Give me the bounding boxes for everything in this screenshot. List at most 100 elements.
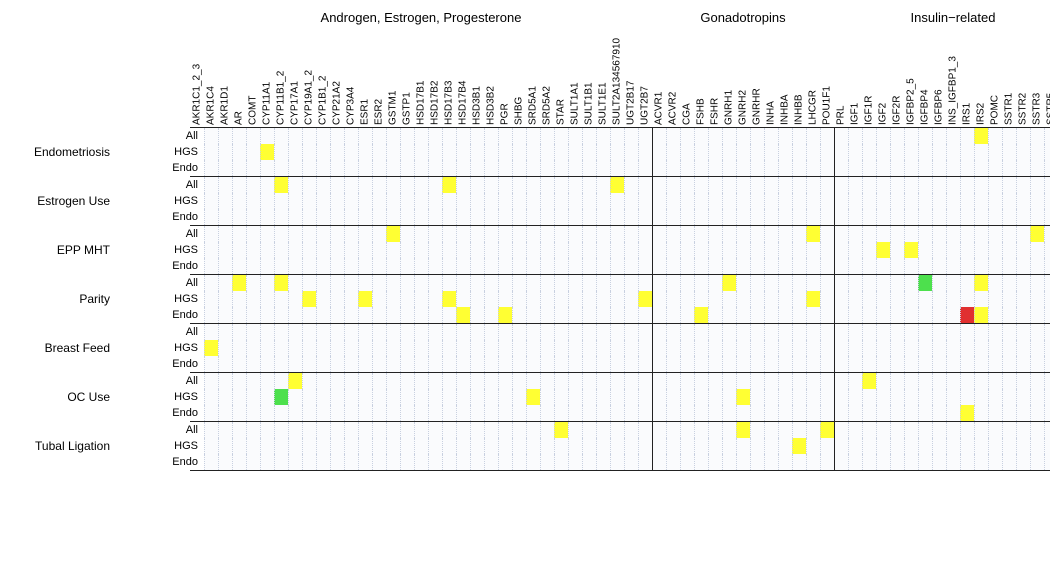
heatmap-cell: [288, 422, 302, 438]
heatmap-cell: [274, 356, 288, 372]
heatmap-cell: [1044, 422, 1050, 438]
heatmap-cell: [498, 258, 512, 274]
heatmap-row: Endo: [10, 454, 1050, 470]
heatmap-cell: [1016, 275, 1030, 291]
heatmap-cell: [470, 160, 484, 176]
heatmap-cell: [960, 324, 974, 340]
heatmap-cell: [554, 258, 568, 274]
heatmap-cell: [386, 356, 400, 372]
heatmap-cell: [344, 356, 358, 372]
heatmap-cell: [442, 193, 456, 209]
heatmap-cell: [680, 405, 694, 421]
heatmap-cell: [316, 144, 330, 160]
heatmap-cell: [806, 405, 820, 421]
heatmap-cell: [540, 226, 554, 242]
heatmap-row: All: [10, 324, 1050, 340]
heatmap-cell: [638, 128, 652, 144]
heatmap-cell: [876, 128, 890, 144]
heatmap-cell: [680, 193, 694, 209]
heatmap-cell: [512, 324, 526, 340]
heatmap-cell: [708, 373, 722, 389]
heatmap-cell: [890, 275, 904, 291]
heatmap-cell: [792, 177, 806, 193]
row-sub-label: Endo: [118, 356, 204, 372]
heatmap-cell: [750, 454, 764, 470]
column-group-label: Gonadotropins: [652, 10, 834, 27]
heatmap-cell: [848, 144, 862, 160]
heatmap-cell: [610, 209, 624, 225]
heatmap-cell: [428, 242, 442, 258]
heatmap-cell: [288, 389, 302, 405]
heatmap-cell: [932, 438, 946, 454]
heatmap-cell: [568, 258, 582, 274]
heatmap-row: Estrogen UseHGS: [10, 193, 1050, 209]
heatmap-cell: [568, 160, 582, 176]
heatmap-cell: [652, 242, 666, 258]
heatmap-cell: [652, 144, 666, 160]
heatmap-cell: [652, 226, 666, 242]
heatmap-cell: [1030, 373, 1044, 389]
heatmap-cell: [526, 128, 540, 144]
heatmap-cell: [988, 177, 1002, 193]
heatmap-cell: [456, 128, 470, 144]
heatmap-cell: [918, 373, 932, 389]
heatmap-cell: [330, 422, 344, 438]
heatmap-cell: [904, 389, 918, 405]
heatmap-cell: [750, 422, 764, 438]
heatmap-cell: [358, 275, 372, 291]
heatmap-cell: [694, 389, 708, 405]
heatmap-cell: [386, 209, 400, 225]
heatmap-cell: [1002, 405, 1016, 421]
heatmap-cell: [946, 438, 960, 454]
heatmap-cell: [400, 307, 414, 323]
heatmap-cell: [372, 340, 386, 356]
heatmap-cell: [386, 373, 400, 389]
heatmap-cell: [372, 193, 386, 209]
heatmap-cell: [526, 144, 540, 160]
heatmap-cell: [708, 324, 722, 340]
heatmap-cell: [386, 324, 400, 340]
heatmap-cell: [876, 291, 890, 307]
heatmap-cell: [736, 242, 750, 258]
heatmap-cell: [624, 340, 638, 356]
heatmap-cell: [820, 209, 834, 225]
heatmap-cell: [638, 209, 652, 225]
heatmap-cell: [554, 340, 568, 356]
heatmap-cell: [414, 258, 428, 274]
heatmap-cell: [862, 160, 876, 176]
heatmap-cell: [666, 242, 680, 258]
heatmap-cell: [442, 389, 456, 405]
heatmap-cell: [974, 373, 988, 389]
heatmap-cell: [596, 193, 610, 209]
heatmap-cell: [274, 177, 288, 193]
heatmap-cell: [372, 226, 386, 242]
heatmap-cell: [1030, 144, 1044, 160]
heatmap-cell: [372, 454, 386, 470]
heatmap-cell: [400, 340, 414, 356]
heatmap-cell: [358, 144, 372, 160]
heatmap-cell: [848, 324, 862, 340]
heatmap-cell: [1030, 422, 1044, 438]
heatmap-cell: [652, 340, 666, 356]
heatmap-cell: [204, 242, 218, 258]
heatmap-cell: [596, 324, 610, 340]
heatmap-cell: [526, 389, 540, 405]
heatmap-cell: [932, 193, 946, 209]
heatmap-cell: [596, 422, 610, 438]
heatmap-cell: [288, 258, 302, 274]
heatmap-cell: [610, 373, 624, 389]
heatmap-cell: [792, 144, 806, 160]
heatmap-cell: [848, 226, 862, 242]
heatmap-cell: [876, 144, 890, 160]
heatmap-cell: [1002, 356, 1016, 372]
heatmap-cell: [582, 291, 596, 307]
heatmap-cell: [862, 242, 876, 258]
heatmap-cell: [274, 193, 288, 209]
heatmap-cell: [680, 128, 694, 144]
heatmap-cell: [834, 275, 848, 291]
heatmap-cell: [988, 128, 1002, 144]
heatmap-cell: [988, 144, 1002, 160]
heatmap-cell: [512, 226, 526, 242]
heatmap-cell: [890, 438, 904, 454]
heatmap-cell: [344, 209, 358, 225]
